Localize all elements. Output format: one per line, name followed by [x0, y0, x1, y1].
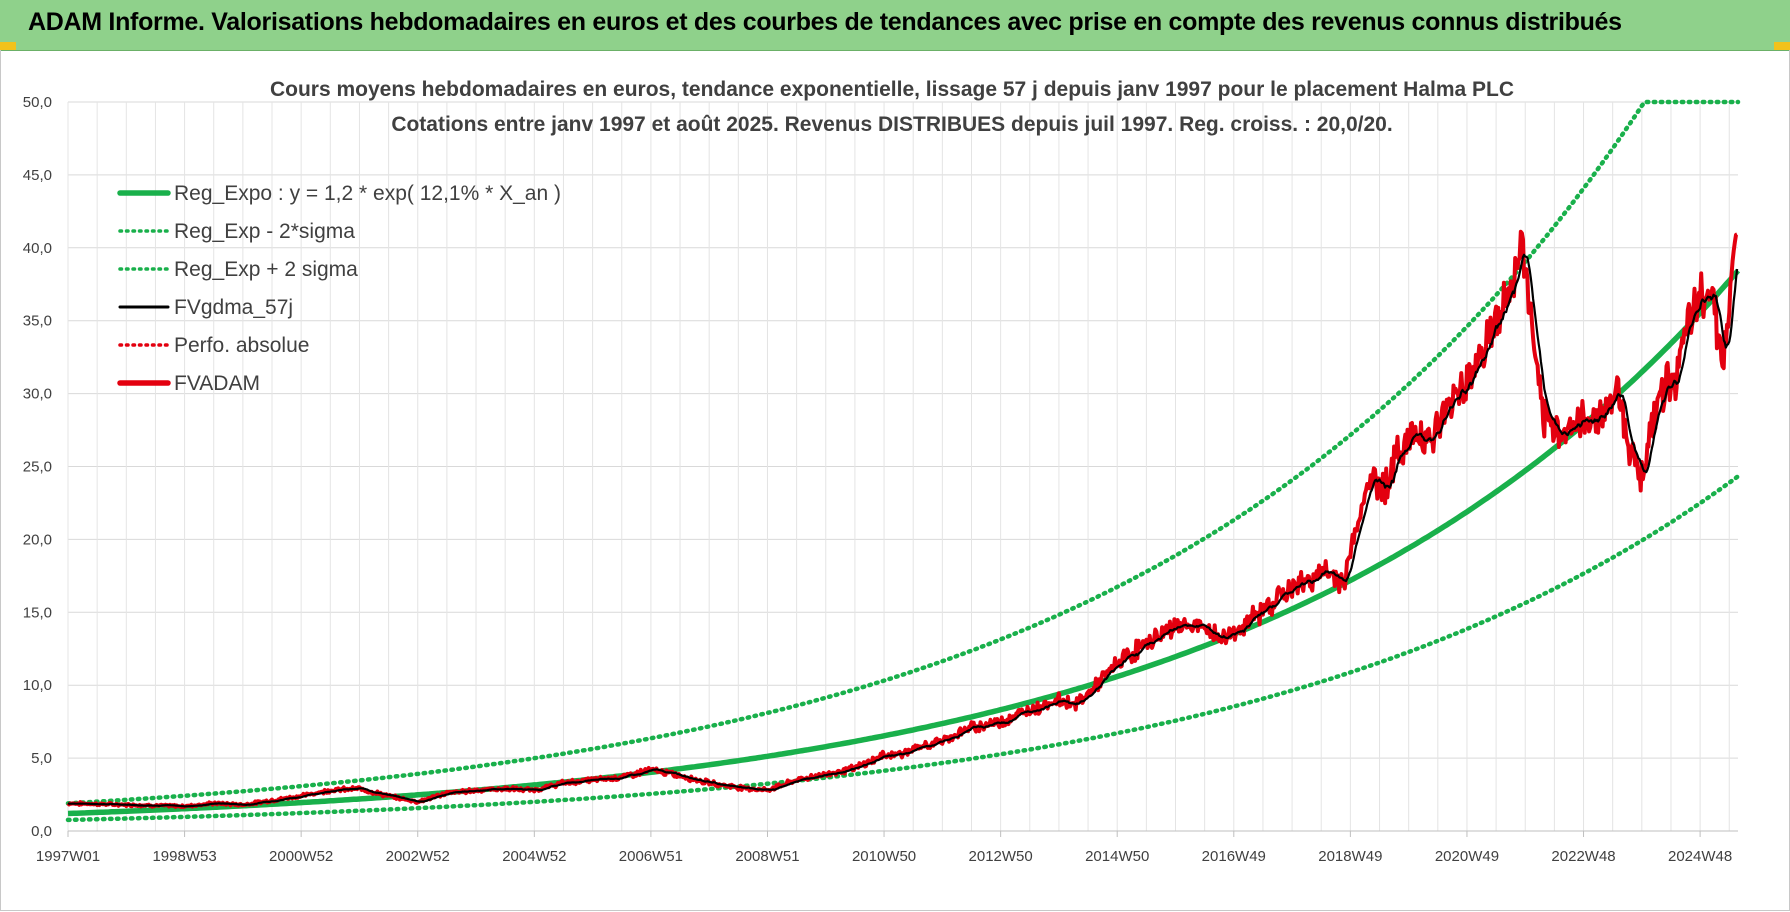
x-tick-label: 2008W51: [735, 848, 799, 865]
plot-area: [65, 99, 1741, 823]
legend-label: FVADAM: [174, 372, 260, 395]
series-reg-expo: [67, 268, 1741, 817]
y-tick-label: 50,0: [23, 94, 52, 111]
corner-marker: [0, 42, 16, 50]
series-fvgdma-57j: [67, 253, 1739, 808]
x-tick-label: 2010W50: [852, 848, 916, 865]
x-tick-label: 2006W51: [619, 848, 683, 865]
corner-marker: [1774, 42, 1790, 50]
y-tick-label: 35,0: [23, 313, 52, 330]
chart-title-line: Cours moyens hebdomadaires en euros, ten…: [270, 78, 1514, 101]
y-tick-label: 15,0: [23, 604, 52, 621]
x-tick-label: 2012W50: [969, 848, 1033, 865]
series-reg-exp-minus-2-sigma: [65, 474, 1741, 823]
x-tick-label: 2004W52: [502, 848, 566, 865]
chart-title-line: Cotations entre janv 1997 et août 2025. …: [391, 113, 1392, 136]
x-tick-label: 2000W52: [269, 848, 333, 865]
y-axis: 0,0 5,0 10,0 15,0 20,0 25,0 30,0 35,0 40,0 45,0 50…: [23, 94, 52, 840]
x-axis: 1997W01 1998W53 2000W52 2002W52 2004W52 2006W…: [36, 831, 1732, 865]
y-tick-label: 20,0: [23, 531, 52, 548]
legend-label: Reg_Exp + 2 sigma: [174, 258, 358, 281]
legend: Reg_Expo : y = 1,2 * exp( 12,1% * X_an )…: [117, 182, 561, 395]
y-tick-label: 45,0: [23, 167, 52, 184]
y-tick-label: 5,0: [31, 750, 52, 767]
x-tick-label: 2024W48: [1668, 848, 1732, 865]
legend-label: FVgdma_57j: [174, 296, 293, 319]
x-tick-label: 1997W01: [36, 848, 100, 865]
chart-title: Cours moyens hebdomadaires en euros, ten…: [270, 78, 1514, 136]
page-title: ADAM Informe. Valorisations hebdomadaire…: [28, 8, 1622, 36]
legend-label: Perfo. absolue: [174, 334, 309, 357]
x-tick-label: 2014W50: [1085, 848, 1149, 865]
x-tick-label: 2018W49: [1318, 848, 1382, 865]
series-fvadam: [66, 229, 1738, 810]
y-tick-label: 25,0: [23, 459, 52, 476]
x-tick-label: 2020W49: [1435, 848, 1499, 865]
y-tick-label: 30,0: [23, 386, 52, 403]
series-reg-exp-plus-2-sigma: [65, 99, 1741, 806]
legend-label: Reg_Expo : y = 1,2 * exp( 12,1% * X_an ): [174, 182, 561, 205]
x-tick-label: 1998W53: [152, 848, 216, 865]
x-tick-label: 2016W49: [1202, 848, 1266, 865]
x-tick-label: 2002W52: [386, 848, 450, 865]
x-tick-label: 2022W48: [1551, 848, 1615, 865]
y-tick-label: 10,0: [23, 677, 52, 694]
legend-label: Reg_Exp - 2*sigma: [174, 220, 355, 243]
y-tick-label: 0,0: [31, 823, 52, 840]
y-tick-label: 40,0: [23, 240, 52, 257]
gridlines: [67, 101, 1738, 832]
header-banner: ADAM Informe. Valorisations hebdomadaire…: [0, 0, 1790, 51]
